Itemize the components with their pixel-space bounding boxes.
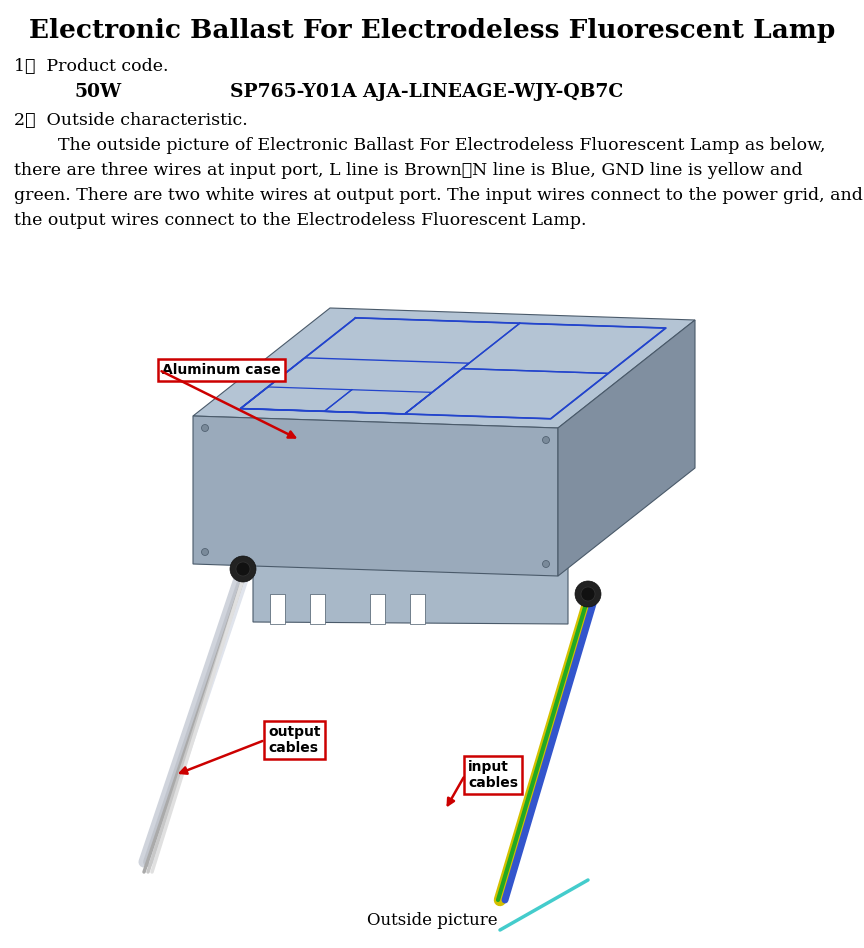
Polygon shape [270, 594, 285, 624]
Circle shape [575, 581, 601, 607]
Text: Outside picture: Outside picture [366, 912, 498, 929]
Text: Aluminum case: Aluminum case [162, 363, 281, 377]
Text: there are three wires at input port, L line is Brown，N line is Blue, GND line is: there are three wires at input port, L l… [14, 162, 803, 179]
Polygon shape [310, 594, 325, 624]
Text: SP765-Y01A AJA-LINEAGE-WJY-QB7C: SP765-Y01A AJA-LINEAGE-WJY-QB7C [230, 83, 623, 101]
Text: The outside picture of Electronic Ballast For Electrodeless Fluorescent Lamp as : The outside picture of Electronic Ballas… [14, 137, 825, 154]
Polygon shape [410, 594, 425, 624]
Text: the output wires connect to the Electrodeless Fluorescent Lamp.: the output wires connect to the Electrod… [14, 212, 587, 229]
Text: 50W: 50W [75, 83, 122, 101]
Text: 2．  Outside characteristic.: 2． Outside characteristic. [14, 112, 248, 129]
Circle shape [543, 560, 550, 568]
Circle shape [581, 587, 595, 601]
Text: output
cables: output cables [268, 725, 321, 756]
Text: green. There are two white wires at output port. The input wires connect to the : green. There are two white wires at outp… [14, 187, 863, 204]
Polygon shape [193, 416, 558, 576]
Polygon shape [253, 564, 568, 624]
Text: input
cables: input cables [468, 760, 518, 790]
Circle shape [236, 562, 250, 576]
Polygon shape [370, 594, 385, 624]
Polygon shape [558, 320, 695, 576]
Text: Electronic Ballast For Electrodeless Fluorescent Lamp: Electronic Ballast For Electrodeless Flu… [29, 18, 835, 43]
Text: 1．  Product code.: 1． Product code. [14, 58, 168, 75]
Circle shape [543, 436, 550, 444]
Circle shape [201, 425, 208, 431]
Circle shape [230, 556, 256, 582]
Polygon shape [193, 308, 695, 428]
Circle shape [201, 549, 208, 556]
